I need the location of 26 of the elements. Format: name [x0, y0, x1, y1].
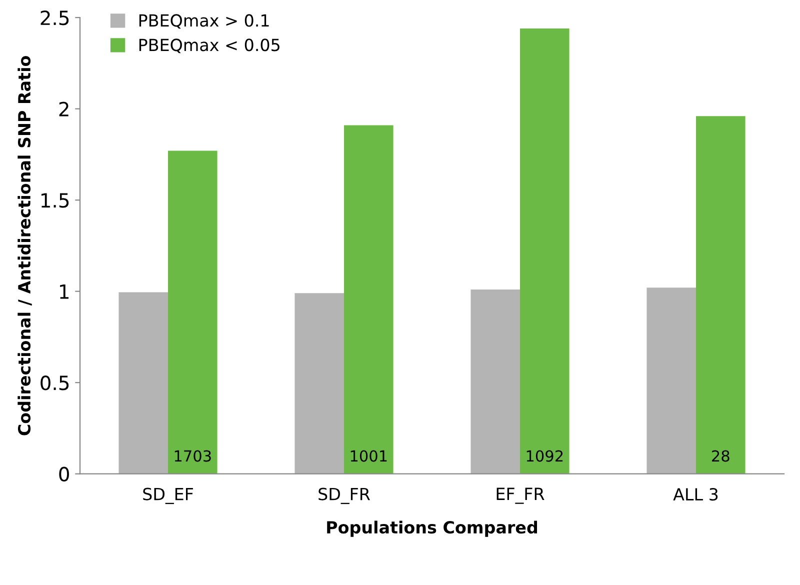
legend-label: PBEQmax > 0.1	[139, 14, 269, 29]
y-tick-label: 2.5	[40, 10, 69, 26]
x-tick-label: EF_FR	[496, 488, 544, 504]
x-axis-title: Populations Compared	[327, 520, 538, 537]
bar	[520, 28, 570, 474]
bar	[168, 150, 218, 474]
y-axis-title: Codirectional / Antidirectional SNP Ratio	[18, 56, 32, 436]
y-tick-label: 2	[59, 102, 68, 116]
bar	[646, 288, 696, 474]
x-tick-label: ALL 3	[673, 488, 718, 501]
legend-label: PBEQmax < 0.05	[139, 38, 280, 54]
bar	[118, 292, 168, 474]
annotation: 1092	[526, 450, 563, 462]
bar	[696, 116, 746, 474]
x-tick-label: SD_EF	[143, 488, 193, 504]
y-tick-label: 0.5	[40, 376, 69, 390]
bar	[470, 290, 520, 474]
bar	[294, 293, 344, 474]
y-tick-label: 0	[59, 466, 69, 482]
annotation: 1001	[350, 450, 387, 462]
bar	[344, 125, 394, 474]
y-tick-label: 1.5	[41, 193, 69, 208]
annotation: 28	[712, 450, 730, 462]
y-tick-label: 1	[60, 284, 68, 299]
x-tick-label: SD_FR	[318, 488, 370, 504]
annotation: 1703	[174, 450, 211, 462]
